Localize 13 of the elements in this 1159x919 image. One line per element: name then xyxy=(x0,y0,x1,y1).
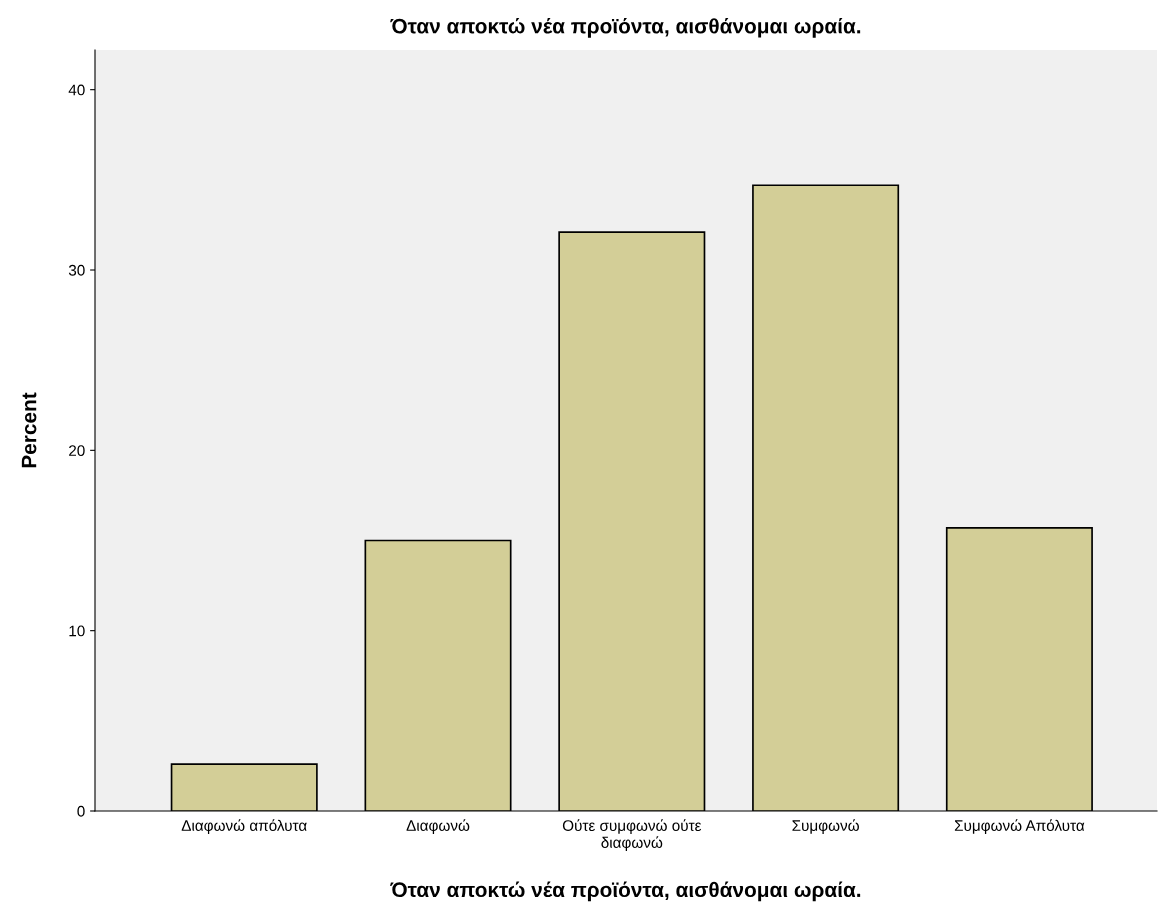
y-tick-label: 10 xyxy=(69,625,85,637)
y-tick-label: 30 xyxy=(68,264,85,276)
x-tick-label: Συμφωνώ Απόλυτα xyxy=(954,819,1085,835)
x-tick-label: Συμφωνώ xyxy=(792,819,859,835)
x-tick-label: Διαφωνώ xyxy=(406,819,470,835)
y-tick-label: 0 xyxy=(77,805,85,817)
x-tick-label: Διαφωνώ απόλυτα xyxy=(181,819,307,835)
y-tick-label: 40 xyxy=(68,84,85,96)
y-tick-label: 20 xyxy=(69,445,85,457)
x-axis-title: Όταν αποκτώ νέα προϊόντα, αισθάνομαι ωραία. xyxy=(390,881,861,902)
y-axis-title: Percent xyxy=(21,392,37,468)
chart-title: Όταν αποκτώ νέα προϊόντα, αισθάνομαι ωραία. xyxy=(390,17,861,38)
x-tick-label: Ούτε συμφωνώ ούτε διαφωνώ xyxy=(562,819,702,851)
